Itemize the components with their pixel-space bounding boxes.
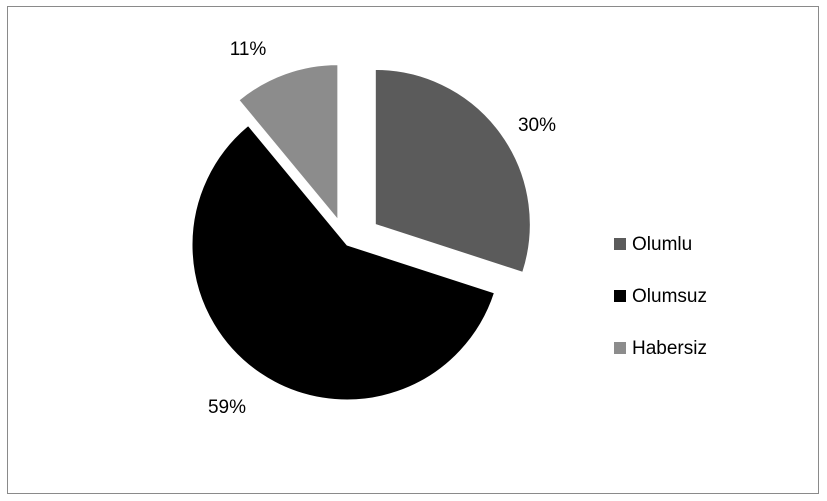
pie-slices — [191, 64, 531, 401]
data-label-olumsuz: 59% — [208, 397, 246, 418]
pie-slice-habersiz — [238, 64, 339, 221]
legend-swatch-habersiz — [614, 342, 626, 354]
legend-swatch-olumlu — [614, 238, 626, 250]
legend-label-habersiz: Habersiz — [632, 338, 707, 359]
pie-slice-olumsuz — [191, 124, 496, 401]
legend-swatch-olumsuz — [614, 290, 626, 302]
legend: Olumlu Olumsuz Habersiz — [614, 234, 707, 359]
data-label-habersiz: 11% — [230, 39, 267, 60]
pie-slice-olumlu — [374, 68, 531, 273]
data-label-olumlu: 30% — [518, 115, 556, 136]
pie-data-labels: 30% 59% 11% — [208, 39, 556, 418]
legend-label-olumlu: Olumlu — [632, 234, 692, 255]
legend-label-olumsuz: Olumsuz — [632, 286, 707, 307]
